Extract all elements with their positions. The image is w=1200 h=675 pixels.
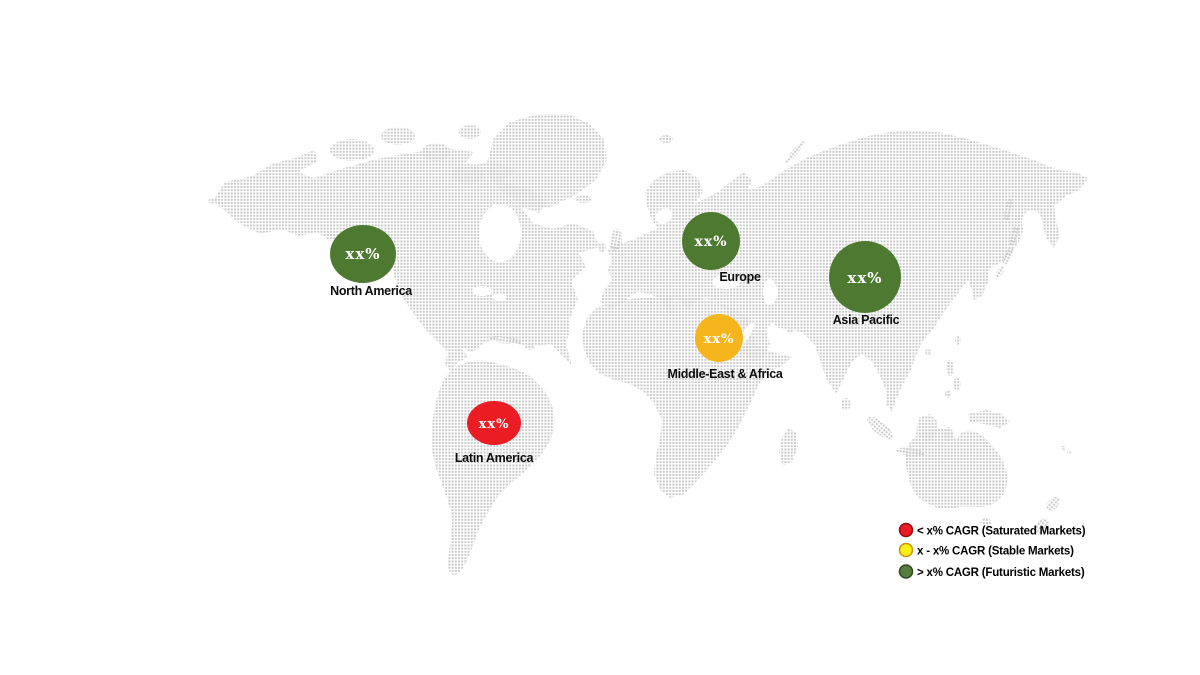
continent-greenland [487, 114, 607, 208]
legend-item-stable: x - x% CAGR (Stable Markets) [898, 542, 1074, 558]
bubble-europe: xx% Europe [682, 212, 761, 284]
continent-south-america [431, 360, 555, 575]
map-continents [208, 114, 1088, 575]
bubble-europe-marker [682, 212, 740, 270]
bubble-latin-america-label: Latin America [455, 451, 535, 465]
sea-hudson-bay [479, 204, 521, 262]
sea-black-sea [712, 275, 740, 289]
continent-japan [996, 266, 1004, 278]
bubble-middle-east-africa: xx% Middle-East & Africa [667, 314, 784, 381]
continent-hainan [925, 349, 931, 355]
continent-new-zealand [1046, 497, 1060, 511]
continent-svalbard [659, 135, 673, 143]
sea-great-lakes [472, 286, 492, 296]
bubble-north-america-value: xx% [345, 245, 380, 263]
bubble-middle-east-africa-value: xx% [704, 332, 735, 347]
bubble-north-america-marker [330, 225, 396, 283]
bubble-middle-east-africa-label: Middle-East & Africa [667, 367, 783, 381]
continent-philippines [946, 360, 954, 376]
sea-caspian [763, 279, 777, 305]
continent-sri-lanka [841, 398, 851, 410]
continent-pacific-islands [1067, 450, 1071, 454]
bubble-north-america-label: North America [330, 284, 413, 298]
bubble-europe-value: xx% [695, 234, 728, 250]
continent-philippines [953, 378, 961, 390]
continent-arctic-islands [459, 125, 481, 139]
legend: < x% CAGR (Saturated Markets) x - x% CAG… [898, 522, 1086, 579]
continent-sakhalin [1004, 198, 1012, 222]
legend-label-stable: x - x% CAGR (Stable Markets) [917, 546, 1074, 558]
continent-ireland [598, 242, 606, 252]
bubble-asia-pacific-value: xx% [847, 269, 882, 287]
bubble-latin-america-marker [467, 401, 521, 445]
continent-arctic-islands [330, 139, 374, 161]
legend-swatch-stable [898, 542, 914, 558]
sea-okhotsk [1022, 210, 1042, 234]
continent-arctic-islands [422, 143, 450, 161]
continent-uk [609, 229, 623, 251]
continent-japan [1009, 226, 1019, 246]
continent-japan [1002, 247, 1014, 265]
continent-taiwan [955, 335, 961, 345]
continent-australia [905, 428, 1008, 510]
bubble-latin-america: xx% Latin America [455, 401, 535, 465]
continent-tasmania [981, 518, 991, 526]
region-bubbles: xx% North America xx% Europe xx% Asia Pa… [330, 212, 901, 465]
continent-new-zealand [1035, 518, 1049, 534]
bubble-latin-america-value: xx% [479, 417, 510, 432]
legend-swatch-futuristic [898, 564, 914, 579]
continent-iceland [575, 195, 591, 203]
bubble-asia-pacific-marker [829, 241, 901, 313]
continent-sumatra [867, 416, 893, 440]
sea-baltic [655, 208, 673, 224]
continent-new-guinea [968, 410, 1010, 428]
legend-item-futuristic: > x% CAGR (Futuristic Markets) [898, 564, 1085, 579]
bubble-asia-pacific: xx% Asia Pacific [829, 241, 901, 327]
legend-item-saturated: < x% CAGR (Saturated Markets) [898, 522, 1086, 538]
sea-persian-gulf [775, 327, 791, 339]
continent-philippines [945, 390, 951, 398]
continent-hispaniola [525, 344, 535, 350]
bubble-north-america: xx% North America [330, 225, 414, 298]
legend-label-futuristic: > x% CAGR (Futuristic Markets) [917, 567, 1085, 579]
sea-great-lakes [493, 293, 507, 301]
bubble-middle-east-africa-marker [695, 314, 743, 362]
continent-madagascar [779, 428, 798, 466]
legend-swatch-saturated [898, 522, 914, 538]
continent-baffin [452, 164, 484, 184]
continent-pacific-islands [1060, 446, 1066, 450]
continent-arctic-islands [381, 127, 415, 145]
bubble-europe-label: Europe [719, 270, 761, 284]
continent-cuba [489, 335, 521, 345]
bubble-asia-pacific-label: Asia Pacific [833, 313, 900, 327]
legend-label-saturated: < x% CAGR (Saturated Markets) [917, 526, 1086, 538]
continent-novaya-zemlya [785, 141, 805, 163]
